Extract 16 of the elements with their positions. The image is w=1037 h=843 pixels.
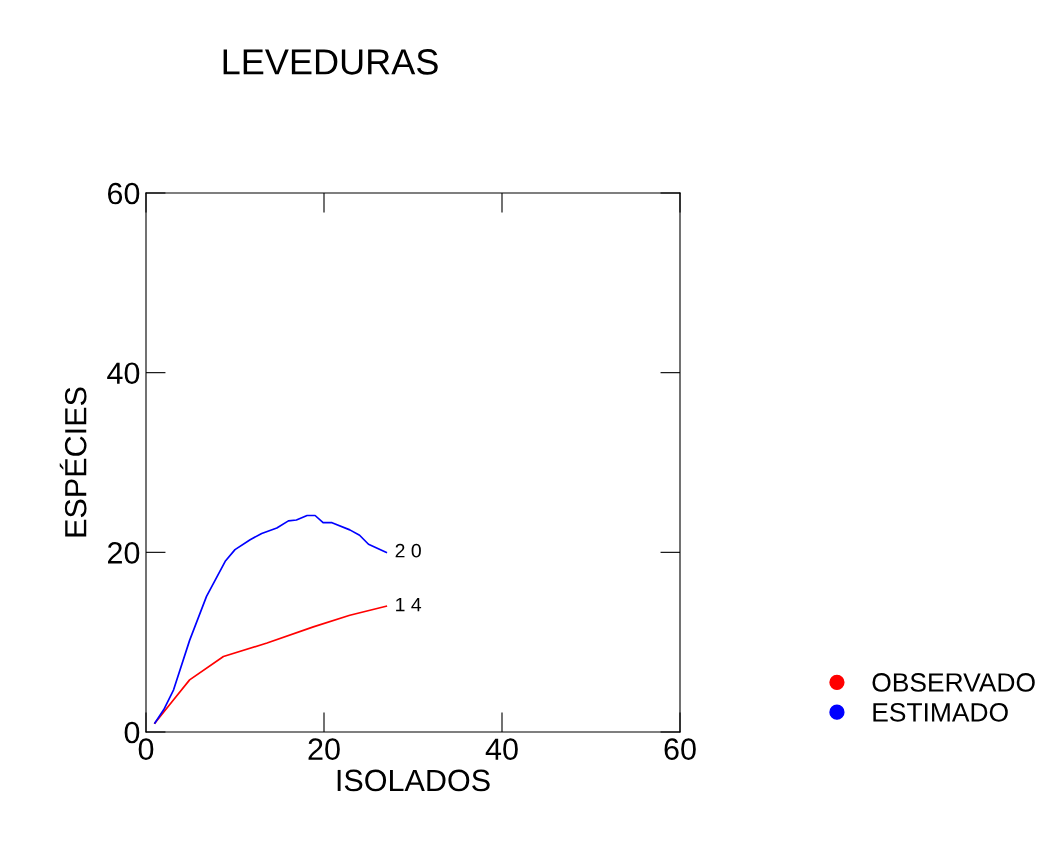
y-axis-title: ESPÉCIES xyxy=(59,387,87,537)
chart-title: LEVEDURAS xyxy=(223,49,438,75)
annotation: 2 0 xyxy=(395,543,421,558)
y-tick-label: 60 xyxy=(108,182,140,205)
y-tick-label: 0 xyxy=(124,721,140,744)
x-tick-label: 40 xyxy=(485,738,518,760)
y-tick-label: 40 xyxy=(107,362,140,385)
x-tick-label: 0 xyxy=(138,738,154,760)
y-tick-label: 20 xyxy=(108,542,140,564)
legend-label: ESTIMADO xyxy=(873,703,1008,722)
legend-label: OBSERVADO xyxy=(872,673,1035,692)
annotation: 1 4 xyxy=(396,597,422,612)
x-tick-label: 60 xyxy=(664,738,696,760)
x-tick-label: 20 xyxy=(308,738,340,760)
x-axis-title: ISOLADOS xyxy=(337,769,490,792)
line-series xyxy=(154,514,388,724)
